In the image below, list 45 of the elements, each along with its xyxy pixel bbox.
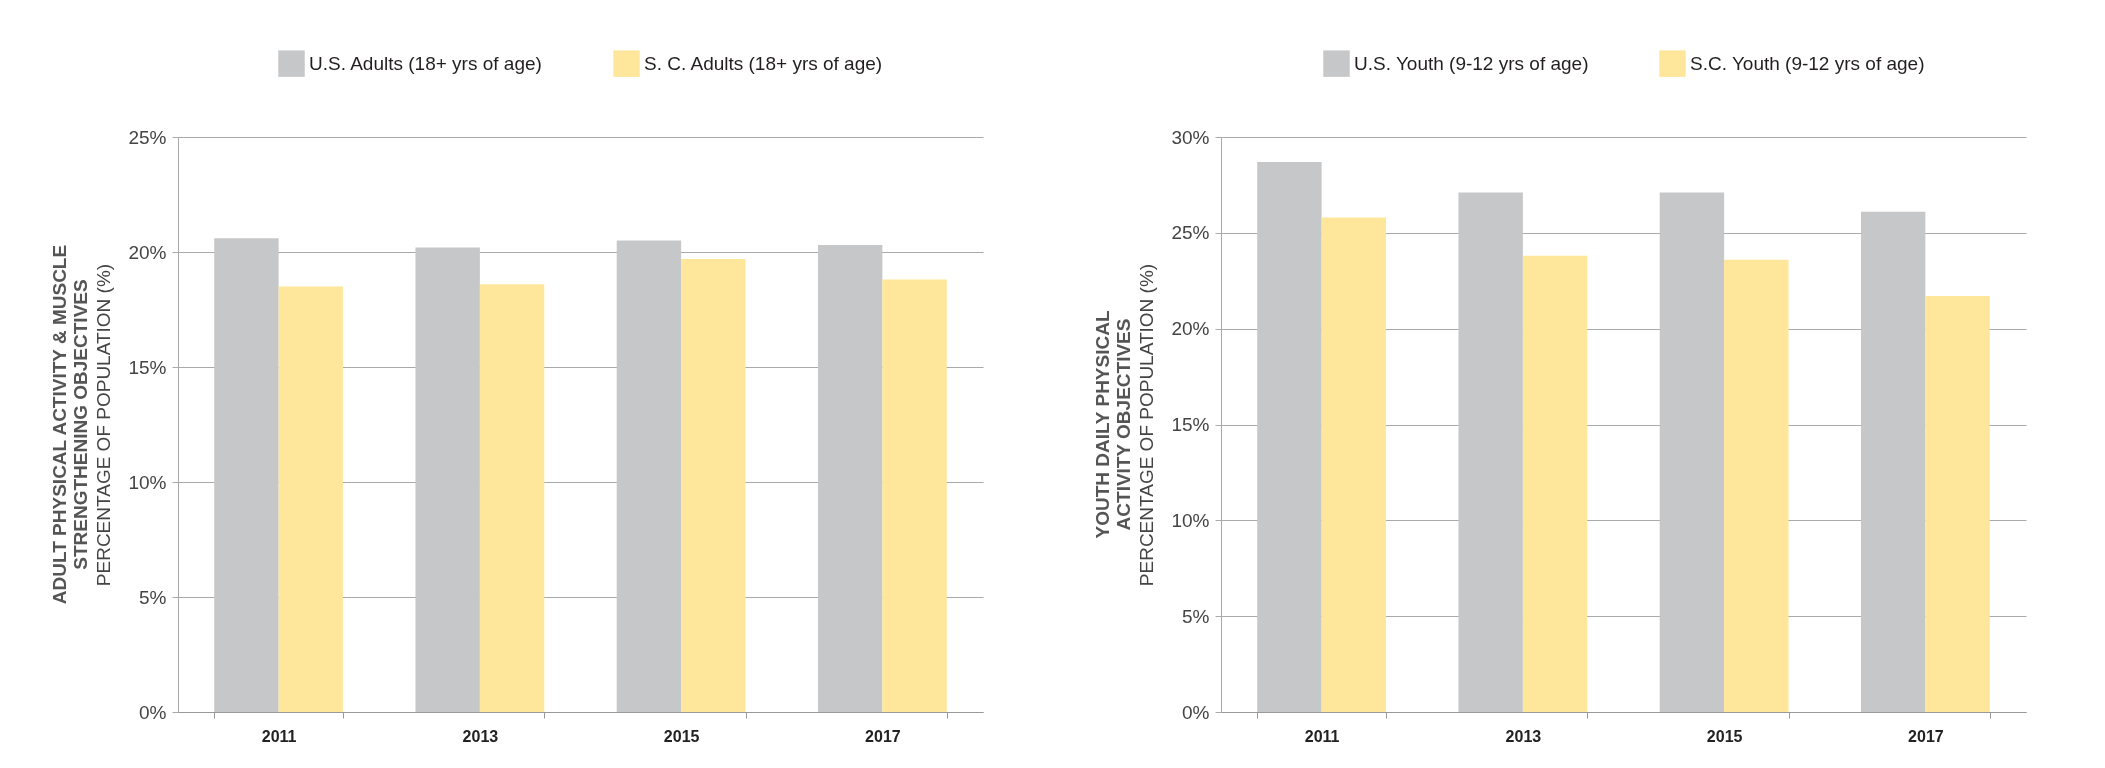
- y-tick-label: 0%: [139, 701, 167, 723]
- text: YOUTH DAILY PHYSICAL ACTIVITY OBJECTIVES: [1091, 310, 1134, 539]
- bar: [415, 247, 480, 712]
- y-tick-label: 25%: [1171, 222, 1210, 244]
- y-tick-label: 10%: [1171, 509, 1210, 531]
- y-tick-label: 0%: [1182, 701, 1210, 723]
- x-tick-label: 2015: [663, 727, 700, 745]
- y-tick-label: 30%: [1171, 126, 1210, 148]
- y-tick-label: 15%: [128, 356, 167, 378]
- legend-label: U.S. Youth (9-12 yrs of age): [1354, 52, 1589, 74]
- bar: [1522, 255, 1588, 712]
- bar: [616, 240, 682, 712]
- y-tick-label: 20%: [1171, 318, 1210, 340]
- bar: [1860, 211, 1926, 712]
- bar: [817, 245, 883, 712]
- bar: [214, 238, 279, 712]
- x-tick-label: 2015: [1706, 727, 1743, 745]
- bar: [1724, 259, 1789, 712]
- bar: [278, 286, 344, 712]
- y-tick-label: 10%: [128, 471, 167, 493]
- bar: [1925, 296, 1990, 712]
- y-tick-label: 20%: [128, 241, 167, 263]
- x-tick-label: 2011: [1304, 727, 1340, 745]
- x-tick-label: 2013: [462, 727, 499, 745]
- y-tick-label: 5%: [139, 586, 167, 608]
- y-tick-label: 25%: [128, 126, 167, 148]
- x-tick-label: 2013: [1505, 727, 1542, 745]
- bar: [1458, 192, 1523, 712]
- y-axis-title: PERCENTAGE OF POPULATION (%): [1136, 263, 1158, 587]
- bar: [1659, 192, 1725, 712]
- bar: [681, 258, 746, 712]
- x-tick-label: 2017: [1908, 727, 1944, 745]
- legend-label: U.S. Adults (18+ yrs of age): [309, 52, 542, 74]
- x-tick-label: 2011: [261, 727, 297, 745]
- legend-label: S.C. Youth (9-12 yrs of age): [1690, 52, 1925, 74]
- bar: [479, 284, 545, 712]
- y-axis-title: PERCENTAGE OF POPULATION (%): [93, 263, 115, 587]
- text: ADULT PHYSICAL ACTIVITY & MUSCLE STRENGTHENING OBJECTIVES: [48, 244, 91, 605]
- bar: [882, 279, 947, 712]
- bar: [1321, 217, 1387, 712]
- y-tick-label: 5%: [1182, 605, 1210, 627]
- bar: [1257, 161, 1322, 712]
- x-tick-label: 2017: [865, 727, 901, 745]
- y-tick-label: 15%: [1171, 414, 1210, 435]
- legend-label: S. C. Adults (18+ yrs of age): [644, 52, 883, 74]
